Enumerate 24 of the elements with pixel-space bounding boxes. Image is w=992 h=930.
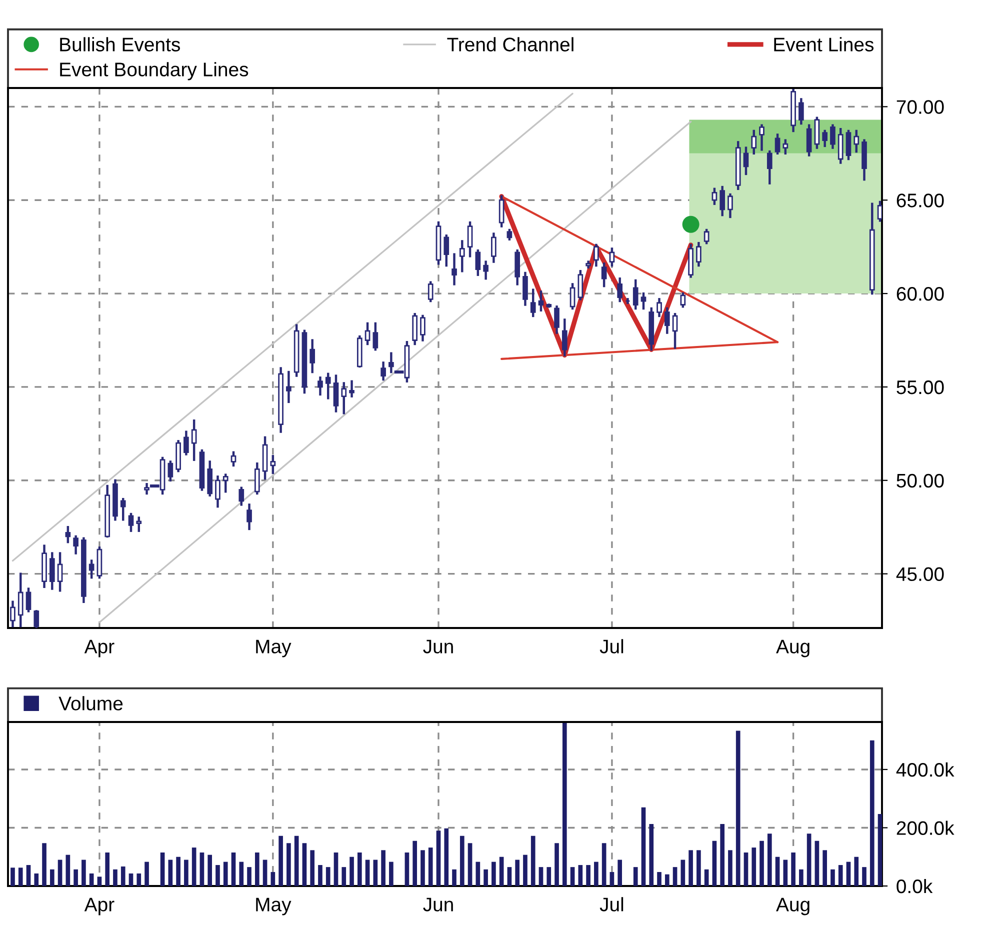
legend-label: Bullish Events [60,37,180,52]
x-tick-label: Jun [423,898,453,912]
legend-label: Event Lines [774,37,874,52]
x-tick-label: Apr [84,898,114,916]
legend-label: Volume [58,696,123,710]
x-tick-label: Jun [423,640,453,654]
y-tick-label: 55.00 [896,380,944,394]
x-tick-label: Aug [776,640,810,658]
legend-label: Trend Channel [447,37,574,52]
y-tick-label: 45.00 [896,567,944,582]
y-tick-label: 60.00 [896,287,944,301]
x-tick-label: May [256,640,292,658]
x-tick-label: Aug [776,898,810,916]
x-tick-label: Jul [600,897,624,912]
y-tick-label: 50.00 [896,474,944,488]
y-tick-label: 200.0k [896,820,954,835]
legend-label: Event Boundary Lines [60,62,248,80]
x-tick-label: May [256,898,292,916]
y-tick-label: 400.0k [896,762,954,777]
x-tick-label: Apr [84,640,114,658]
y-tick-label: 0.0k [896,878,933,894]
x-tick-label: Jul [600,639,624,654]
y-tick-label: 70.00 [896,100,944,114]
y-tick-label: 65.00 [896,194,944,208]
